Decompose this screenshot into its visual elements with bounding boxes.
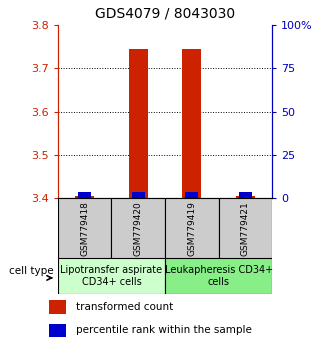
Bar xyxy=(182,48,201,198)
Bar xyxy=(75,196,94,198)
Text: Lipotransfer aspirate
CD34+ cells: Lipotransfer aspirate CD34+ cells xyxy=(60,265,162,287)
Bar xyxy=(49,324,66,337)
Bar xyxy=(239,192,252,198)
Text: GSM779418: GSM779418 xyxy=(80,201,89,256)
Text: GSM779420: GSM779420 xyxy=(134,201,143,256)
Text: transformed count: transformed count xyxy=(76,302,173,312)
Bar xyxy=(218,198,272,258)
Bar xyxy=(78,192,91,198)
Bar xyxy=(58,198,112,258)
Text: percentile rank within the sample: percentile rank within the sample xyxy=(76,325,252,336)
Bar xyxy=(58,258,165,294)
Bar xyxy=(236,196,255,198)
Title: GDS4079 / 8043030: GDS4079 / 8043030 xyxy=(95,7,235,21)
Text: GSM779419: GSM779419 xyxy=(187,201,196,256)
Bar xyxy=(129,48,148,198)
Text: GSM779421: GSM779421 xyxy=(241,201,250,256)
Text: cell type: cell type xyxy=(10,266,54,276)
Bar xyxy=(165,198,218,258)
Bar xyxy=(49,300,66,314)
Bar xyxy=(165,258,272,294)
Bar xyxy=(112,198,165,258)
Bar xyxy=(185,192,198,198)
Text: Leukapheresis CD34+
cells: Leukapheresis CD34+ cells xyxy=(165,265,273,287)
Bar xyxy=(132,192,145,198)
